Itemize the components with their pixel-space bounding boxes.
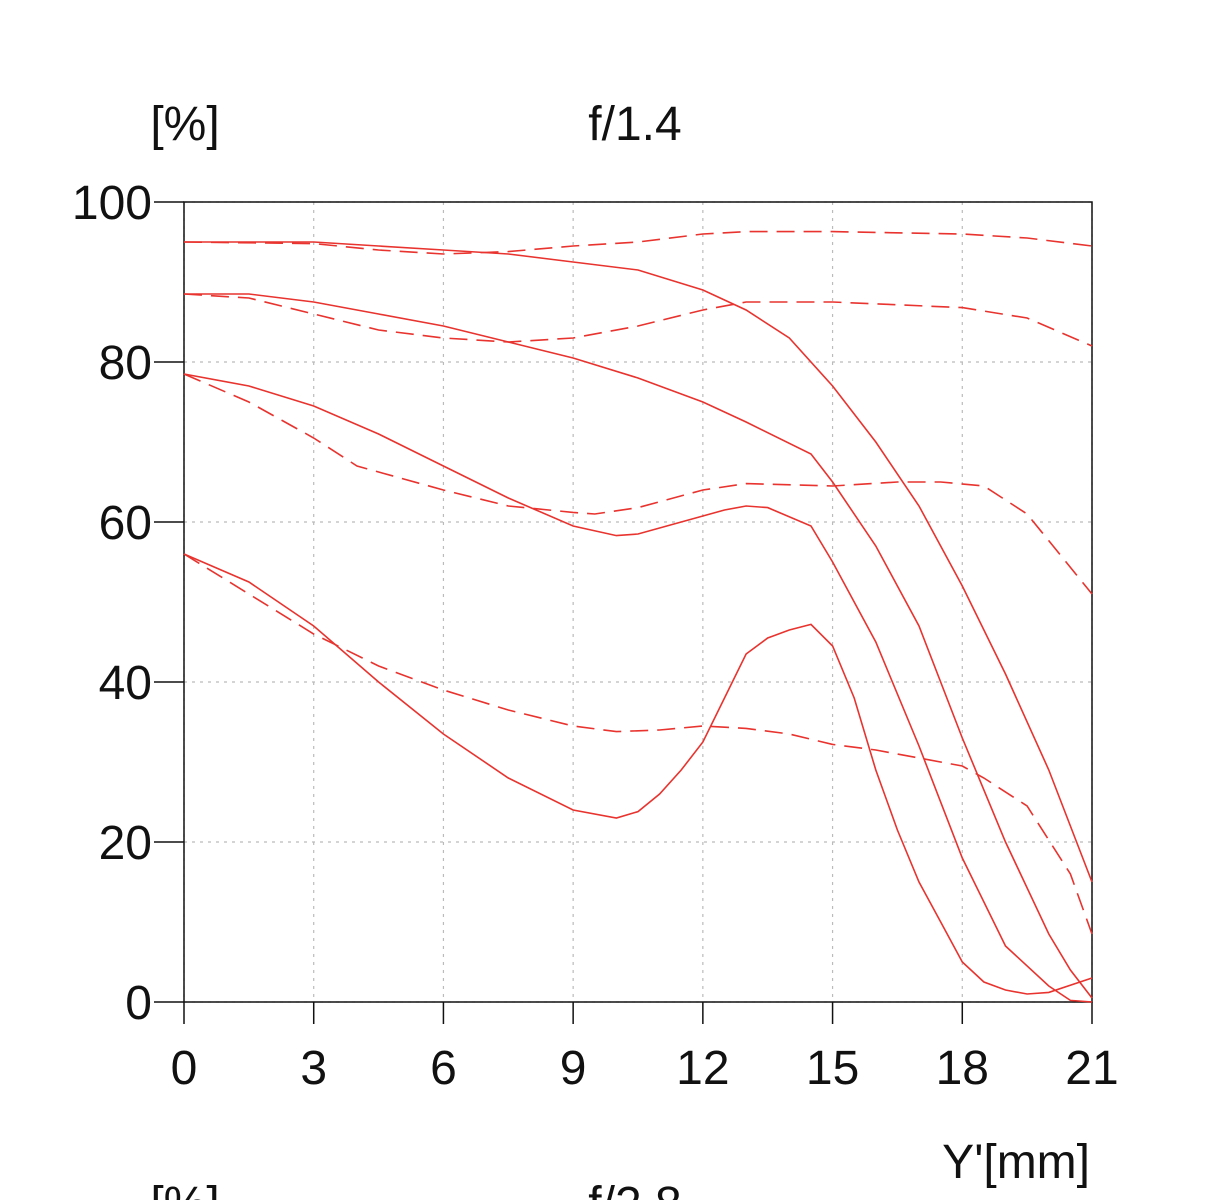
x-axis-label: Y'[mm]	[942, 1136, 1090, 1189]
dashed-curve	[183, 293, 1093, 347]
x-tick-label: 9	[560, 1042, 587, 1095]
chart-title: f/1.4	[588, 98, 681, 151]
x-tick-label: 12	[676, 1042, 729, 1095]
next-chart-title: f/2.8	[588, 1178, 681, 1200]
y-tick-label: 20	[99, 817, 152, 870]
y-tick-label: 60	[99, 497, 152, 550]
solid-curve	[184, 241, 1093, 883]
solid-curve	[183, 373, 1093, 1003]
solid-curve	[184, 293, 1093, 999]
x-tick-label: 18	[936, 1042, 989, 1095]
y-tick-label: 40	[99, 657, 152, 710]
y-tick-label: 0	[125, 977, 152, 1030]
y-tick-label: 80	[99, 337, 152, 390]
plot-frame	[183, 201, 1093, 1003]
dashed-curve	[183, 553, 1093, 935]
dashed-curve	[183, 373, 1093, 595]
x-tick-label: 3	[300, 1042, 327, 1095]
dashed-curve	[183, 230, 1093, 255]
next-y-axis-label: [%]	[150, 1178, 219, 1200]
y-axis-label: [%]	[150, 98, 219, 151]
solid-curve	[183, 553, 1093, 995]
x-tick-label: 0	[171, 1042, 198, 1095]
x-tick-label: 6	[430, 1042, 457, 1095]
x-tick-label: 21	[1065, 1042, 1118, 1095]
y-tick-label: 100	[72, 177, 152, 230]
x-tick-label: 15	[806, 1042, 859, 1095]
